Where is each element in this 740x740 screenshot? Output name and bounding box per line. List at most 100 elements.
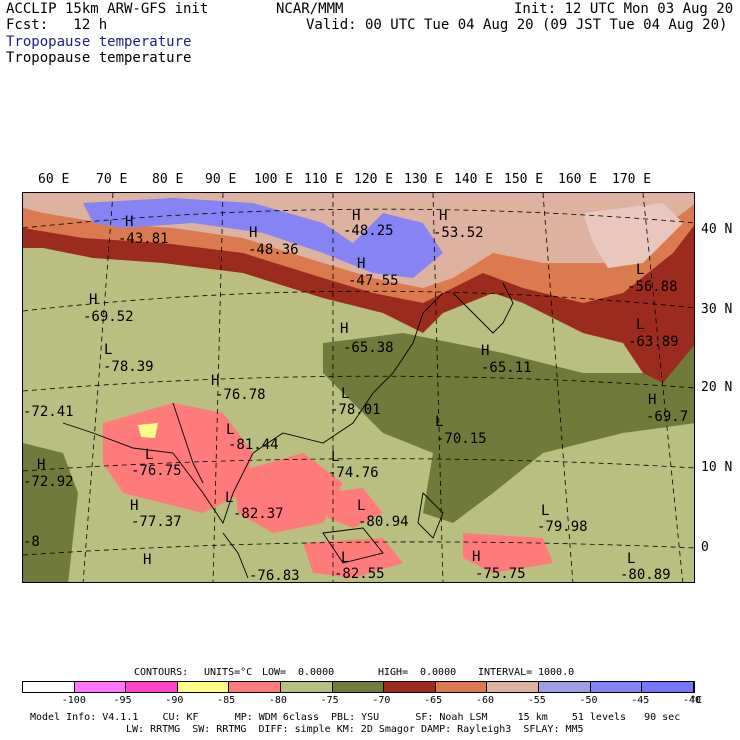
field-value: -76.83 — [249, 568, 300, 583]
units-label: UNITS=°C — [204, 667, 253, 678]
field-value: -80.94 — [358, 514, 409, 530]
init-time: Init: 12 UTC Mon 03 Aug 20 — [514, 1, 734, 17]
high-marker: H — [357, 256, 366, 272]
low-label: LOW= — [262, 667, 287, 678]
colorbar-swatch — [435, 682, 488, 692]
field-value: -78.39 — [103, 359, 154, 375]
lon-label: 110 E — [304, 172, 344, 187]
colorbar-tick-label: -100 — [61, 695, 86, 706]
lon-label: 130 E — [404, 172, 444, 187]
high-marker: H — [472, 549, 481, 565]
high-marker: H — [143, 552, 152, 568]
low-marker: L — [627, 551, 636, 567]
field-value: -69.7 — [646, 409, 689, 425]
field-value: -69.52 — [83, 309, 134, 325]
field-value: -65.38 — [343, 340, 394, 356]
high-marker: H — [125, 214, 134, 230]
colorbar-swatch — [281, 682, 333, 692]
shaded-field — [23, 193, 694, 582]
field-value: -43.81 — [118, 231, 169, 247]
high-marker: H — [89, 292, 98, 308]
low-marker: L — [226, 422, 235, 438]
colorbar-swatch — [539, 682, 591, 692]
field-value: -65.11 — [481, 360, 532, 376]
interval-label: INTERVAL= — [478, 667, 533, 678]
low-marker: L — [541, 503, 550, 519]
field-title-contour: Tropopause temperature — [6, 50, 192, 66]
lat-label: 20 N — [701, 380, 733, 395]
colorbar-tick-label: -85 — [217, 695, 236, 706]
colorbar-swatch — [642, 682, 694, 692]
field-value: -48.25 — [343, 223, 394, 239]
low-marker: L — [225, 490, 234, 506]
high-marker: H — [648, 392, 657, 408]
low-marker: L — [104, 342, 113, 358]
lon-label: 90 E — [205, 172, 237, 187]
field-value: -8 — [23, 534, 40, 550]
low-marker: L — [435, 414, 444, 430]
graticule — [23, 193, 694, 582]
low-value: 0.0000 — [298, 667, 335, 678]
colorbar-swatch — [590, 682, 643, 692]
field-value: -76.75 — [131, 463, 182, 479]
field-value: -75.75 — [475, 566, 526, 582]
field-value: -72.92 — [23, 474, 74, 490]
colorbar-swatch — [23, 682, 75, 692]
high-marker: H — [249, 225, 258, 241]
colorbar-tick-label: -70 — [372, 695, 391, 706]
high-marker: H — [37, 457, 46, 473]
colorbar-swatch — [332, 682, 385, 692]
field-value: -47.55 — [348, 273, 399, 289]
low-marker: L — [145, 447, 154, 463]
high-marker: H — [439, 208, 448, 224]
lon-label: 160 E — [558, 172, 598, 187]
institution-label: NCAR/MMM — [276, 1, 344, 17]
field-value: -81.44 — [228, 437, 279, 453]
model-info-line1: Model Info: V4.1.1 CU: KF MP: WDM 6class… — [30, 712, 681, 723]
colorbar-tick-label: -50 — [579, 695, 598, 706]
field-value: -76.78 — [215, 387, 266, 403]
field-value: -78.01 — [330, 402, 381, 418]
low-marker: L — [341, 550, 350, 566]
map-panel: H -43.81 H -48.36 H -48.25 H -53.52 H -4… — [22, 192, 695, 583]
field-value: -63.89 — [628, 334, 679, 350]
colorbar-tick-label: -40 — [683, 695, 702, 706]
colorbar-tick-label: -95 — [113, 695, 132, 706]
model-title: ACCLIP 15km ARW-GFS init — [6, 1, 209, 17]
lon-label: 70 E — [96, 172, 128, 187]
colorbar-tick-label: -75 — [320, 695, 339, 706]
lat-label: 40 N — [701, 222, 733, 237]
lon-label: 150 E — [504, 172, 544, 187]
field-value: -82.37 — [233, 506, 284, 522]
colorbar-tick-label: -65 — [424, 695, 443, 706]
band-salmon-scs — [323, 488, 383, 528]
field-value: -74.76 — [328, 465, 379, 481]
valid-time: Valid: 00 UTC Tue 04 Aug 20 (09 JST Tue … — [306, 17, 728, 33]
low-marker: L — [341, 386, 350, 402]
field-value: -77.37 — [131, 514, 182, 530]
coastlines — [62, 282, 514, 579]
colorbar-tick-label: -45 — [631, 695, 650, 706]
colorbar-swatch — [487, 682, 540, 692]
band-salmon-indochina — [233, 453, 343, 533]
high-value: 0.0000 — [420, 667, 457, 678]
contours-label: CONTOURS: — [134, 667, 189, 678]
colorbar-tick-label: -60 — [475, 695, 494, 706]
low-marker: L — [636, 262, 645, 278]
high-marker: H — [481, 343, 490, 359]
colorbar-unit: °C — [690, 695, 703, 706]
lat-label: 0 — [701, 540, 709, 555]
lat-label: 10 N — [701, 460, 733, 475]
field-value: -80.89 — [620, 567, 671, 583]
lon-label: 140 E — [454, 172, 494, 187]
field-value: -70.15 — [436, 431, 487, 447]
lon-label: 60 E — [38, 172, 70, 187]
colorbar-tick-label: -80 — [268, 695, 287, 706]
field-value: -82.55 — [334, 566, 385, 582]
colorbar-swatch — [74, 682, 127, 692]
field-value: -56.88 — [627, 279, 678, 295]
interval-value: 1000.0 — [538, 667, 575, 678]
colorbar-tick-label: -55 — [527, 695, 546, 706]
field-value: -72.41 — [23, 404, 74, 420]
colorbar-swatch — [384, 682, 436, 692]
